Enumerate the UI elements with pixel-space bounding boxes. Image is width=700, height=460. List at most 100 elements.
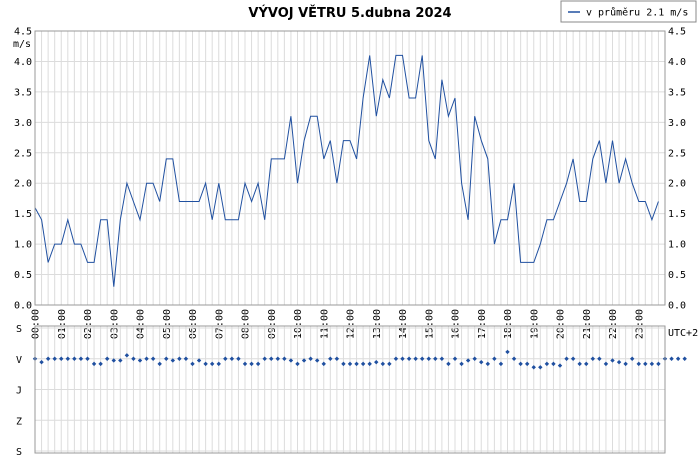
direction-point xyxy=(269,356,274,361)
direction-point xyxy=(85,356,90,361)
direction-point xyxy=(308,356,313,361)
direction-point xyxy=(570,356,576,361)
direction-point xyxy=(209,361,215,367)
time-x-tick: 08:00 xyxy=(241,309,252,339)
direction-point xyxy=(341,361,346,367)
direction-point xyxy=(124,353,130,358)
speed-y-tick-right: 1.5 xyxy=(668,209,686,220)
time-x-tick: 00:00 xyxy=(31,309,42,339)
direction-point xyxy=(511,356,517,361)
time-x-tick: 20:00 xyxy=(556,309,567,339)
speed-y-tick-left: 2.0 xyxy=(14,179,32,190)
direction-point xyxy=(479,359,484,365)
direction-point xyxy=(295,361,300,367)
speed-y-tick-left: 2.5 xyxy=(14,148,32,159)
time-x-tick: 04:00 xyxy=(136,309,147,339)
direction-point xyxy=(190,361,195,367)
direction-point xyxy=(236,356,241,361)
direction-point xyxy=(347,361,353,367)
speed-series xyxy=(34,54,659,287)
direction-point xyxy=(459,361,464,367)
direction-point xyxy=(492,356,497,361)
speed-y-tick-right: 4.0 xyxy=(668,57,686,68)
direction-y-tick: J xyxy=(16,386,22,397)
direction-y-tick: Z xyxy=(16,416,22,427)
direction-plot-frame xyxy=(34,325,666,454)
direction-point xyxy=(255,361,261,367)
speed-y-tick-left: 0.0 xyxy=(14,301,32,312)
direction-point xyxy=(45,356,51,361)
direction-point xyxy=(518,361,523,367)
direction-point xyxy=(564,356,569,361)
time-x-tick: 03:00 xyxy=(109,309,120,339)
legend: v průměru 2.1 m/s xyxy=(560,0,697,23)
speed-y-tick-right: 3.5 xyxy=(668,87,686,98)
time-x-tick: 23:00 xyxy=(634,309,645,339)
direction-point xyxy=(682,356,687,361)
direction-point xyxy=(406,356,412,361)
speed-y-tick-left: 4.5 xyxy=(14,27,32,38)
direction-point xyxy=(597,356,602,361)
direction-point xyxy=(52,356,57,361)
direction-point xyxy=(636,361,641,367)
speed-plot-frame xyxy=(34,30,666,306)
direction-point xyxy=(433,356,438,361)
direction-point xyxy=(551,361,556,367)
speed-y-tick-right: 2.0 xyxy=(668,179,686,190)
direction-point xyxy=(544,361,550,367)
speed-y-tick-right: 4.5 xyxy=(668,27,686,38)
direction-point xyxy=(590,356,596,361)
direction-point xyxy=(183,356,189,361)
direction-point xyxy=(170,358,176,363)
direction-series xyxy=(32,349,687,370)
direction-point xyxy=(675,356,681,361)
direction-point xyxy=(400,356,405,361)
direction-point xyxy=(334,356,340,361)
direction-point xyxy=(439,356,445,361)
direction-point xyxy=(367,361,372,367)
direction-point xyxy=(446,361,451,367)
time-x-tick: 13:00 xyxy=(372,309,383,339)
direction-point xyxy=(577,361,582,367)
direction-point xyxy=(262,356,267,361)
direction-point xyxy=(65,356,71,361)
time-x-tick: 11:00 xyxy=(319,309,330,339)
direction-point xyxy=(78,356,84,361)
direction-point xyxy=(616,359,622,365)
direction-point xyxy=(104,356,110,361)
direction-point xyxy=(314,358,320,363)
direction-point xyxy=(275,356,281,361)
time-x-tick: 01:00 xyxy=(57,309,68,339)
direction-point xyxy=(557,363,563,368)
direction-point xyxy=(610,358,615,363)
time-x-tick: 18:00 xyxy=(503,309,514,339)
direction-point xyxy=(465,358,471,363)
speed-y-tick-left: 3.0 xyxy=(14,118,32,129)
direction-point xyxy=(164,356,169,361)
speed-y-tick-left: 1.0 xyxy=(14,240,32,251)
direction-y-tick: V xyxy=(16,355,22,366)
legend-box xyxy=(560,0,697,23)
direction-point xyxy=(39,359,44,365)
time-x-tick: 19:00 xyxy=(529,309,540,339)
time-x-ticks: 00:00 01:00 02:00 03:00 04:00 05:00 06:00 07:00… xyxy=(31,309,646,339)
direction-point xyxy=(196,358,202,363)
direction-point xyxy=(387,361,392,367)
direction-point xyxy=(629,356,635,361)
time-x-tick: 17:00 xyxy=(477,309,488,339)
time-x-tick: 22:00 xyxy=(608,309,619,339)
direction-point xyxy=(150,356,156,361)
direction-point xyxy=(111,358,116,363)
direction-point xyxy=(643,361,648,367)
direction-point xyxy=(485,361,491,367)
direction-point xyxy=(524,361,530,367)
direction-point xyxy=(505,349,510,355)
direction-point xyxy=(452,356,458,361)
legend-label: v průměru 2.1 m/s xyxy=(586,7,688,19)
direction-point xyxy=(137,358,143,363)
direction-point xyxy=(242,361,248,367)
direction-point xyxy=(328,356,333,361)
direction-point xyxy=(131,356,136,361)
time-x-tick: 15:00 xyxy=(424,309,435,339)
